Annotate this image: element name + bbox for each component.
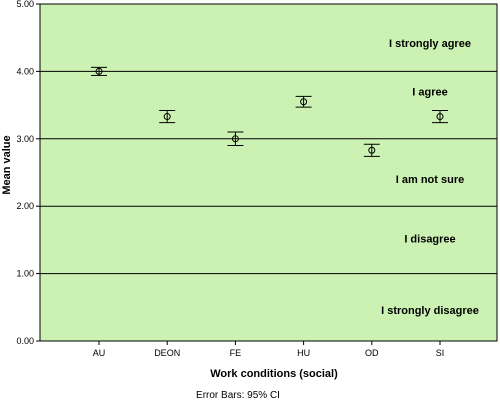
- mean-point: [231, 135, 239, 143]
- error-bar-fe: [227, 131, 244, 147]
- error-bars-footnote: Error Bars: 95% CI: [196, 390, 280, 401]
- band-label: I strongly disagree: [381, 305, 479, 317]
- x-tick-label: HU: [297, 348, 310, 358]
- mean-point: [436, 113, 444, 121]
- x-tick-label: OD: [365, 348, 379, 358]
- band-labels: I strongly agree I agree I am not sure I di…: [381, 38, 479, 317]
- y-tick-label: 0.00: [16, 336, 34, 346]
- mean-point: [300, 98, 308, 106]
- gridlines: [40, 3, 497, 275]
- band-label: I am not sure: [396, 174, 464, 186]
- y-tick-label: 1.00: [16, 269, 34, 279]
- error-bar-si: [432, 109, 448, 124]
- band-label: I strongly agree: [389, 38, 471, 50]
- error-bar-od: [363, 143, 380, 157]
- y-tick-label: 4.00: [16, 66, 34, 76]
- error-bar-series: [91, 66, 448, 157]
- plot-area: [39, 3, 498, 342]
- y-axis-title: Mean value: [1, 135, 13, 194]
- error-bar-deon: [159, 109, 176, 124]
- x-axis-title: Work conditions (social): [210, 368, 338, 380]
- y-tick-label: 5.00: [16, 0, 34, 9]
- x-tick-label: SI: [436, 348, 445, 358]
- band-label: I agree: [412, 87, 447, 99]
- mean-point: [368, 146, 376, 154]
- band-label: I disagree: [404, 234, 455, 246]
- axes: 0.00 1.00 2.00 3.00 4.00 5.00 AU DEON FE HU OD SI: [16, 0, 497, 358]
- x-tick-label: AU: [93, 348, 106, 358]
- y-tick-label: 3.00: [16, 134, 34, 144]
- mean-point: [95, 67, 103, 75]
- y-tick-label: 2.00: [16, 201, 34, 211]
- x-tick-label: FE: [230, 348, 242, 358]
- mean-point: [163, 113, 171, 121]
- x-tick-label: DEON: [154, 348, 180, 358]
- error-bar-hu: [295, 95, 312, 108]
- error-bar-au: [91, 66, 107, 76]
